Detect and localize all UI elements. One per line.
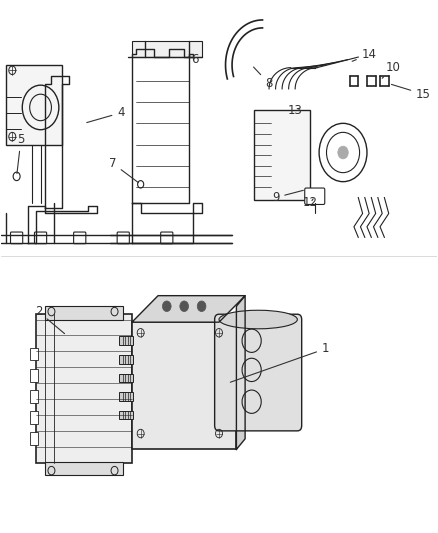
Circle shape (237, 375, 245, 386)
FancyBboxPatch shape (161, 232, 173, 244)
FancyBboxPatch shape (6, 65, 62, 144)
FancyBboxPatch shape (132, 322, 237, 449)
FancyBboxPatch shape (11, 232, 23, 244)
Bar (119, 392, 133, 401)
Text: 13: 13 (288, 103, 303, 117)
Text: 14: 14 (352, 48, 377, 61)
Bar (30, 432, 38, 445)
Text: 7: 7 (109, 157, 138, 183)
Bar (30, 411, 38, 424)
Circle shape (162, 301, 171, 312)
Text: 9: 9 (272, 190, 304, 204)
Circle shape (237, 341, 245, 351)
FancyBboxPatch shape (117, 232, 129, 244)
Circle shape (197, 301, 206, 312)
Polygon shape (237, 296, 245, 449)
Bar (119, 355, 133, 364)
FancyBboxPatch shape (254, 110, 311, 200)
Circle shape (237, 410, 245, 420)
Text: 10: 10 (382, 61, 400, 78)
Bar (30, 390, 38, 403)
FancyBboxPatch shape (132, 41, 201, 57)
Text: 2: 2 (35, 305, 64, 334)
Bar (119, 374, 133, 382)
Circle shape (338, 146, 348, 159)
Bar (30, 369, 38, 382)
FancyBboxPatch shape (74, 232, 86, 244)
Text: 5: 5 (17, 133, 25, 174)
FancyBboxPatch shape (45, 306, 123, 319)
Text: 4: 4 (87, 106, 125, 123)
Ellipse shape (219, 310, 297, 329)
Text: 6: 6 (188, 53, 199, 66)
FancyBboxPatch shape (35, 232, 47, 244)
Bar (30, 348, 38, 360)
FancyBboxPatch shape (36, 314, 132, 463)
Text: 8: 8 (254, 67, 273, 90)
Text: 15: 15 (392, 84, 431, 101)
FancyBboxPatch shape (305, 188, 325, 205)
FancyBboxPatch shape (45, 462, 123, 475)
Text: 1: 1 (230, 342, 329, 382)
Bar (119, 411, 133, 419)
Text: 12: 12 (303, 196, 318, 209)
FancyBboxPatch shape (215, 314, 302, 431)
Polygon shape (132, 296, 245, 322)
Bar (119, 336, 133, 345)
Circle shape (180, 301, 188, 312)
